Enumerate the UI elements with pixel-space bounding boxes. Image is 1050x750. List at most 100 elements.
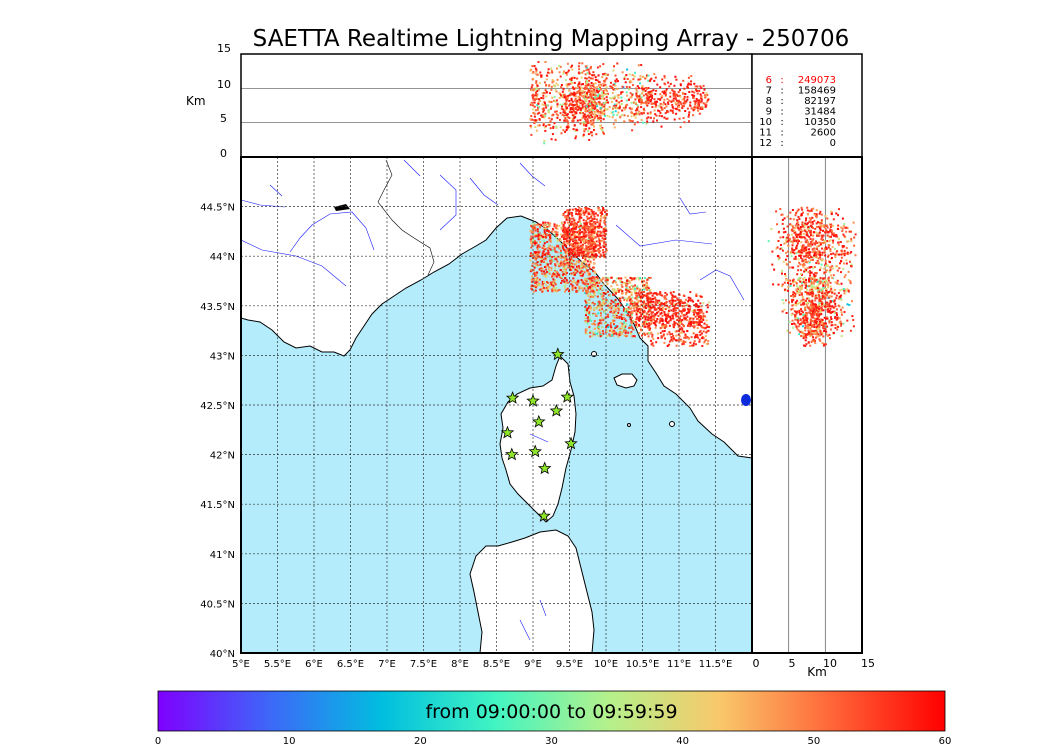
lightning-source <box>532 238 535 241</box>
longitude-label: 10.5°E <box>626 659 660 670</box>
lightning-source <box>562 72 565 75</box>
lightning-source <box>779 208 782 210</box>
lightning-source <box>563 240 566 243</box>
lightning-source <box>784 275 787 277</box>
lightning-source <box>838 253 841 256</box>
lightning-source <box>633 113 636 115</box>
lightning-source <box>532 285 535 287</box>
lightning-source <box>834 288 836 291</box>
lightning-source <box>590 243 593 246</box>
lightning-source <box>589 104 592 107</box>
lightning-source <box>637 300 640 303</box>
lightning-source <box>639 318 642 320</box>
lightning-source <box>564 244 567 246</box>
lightning-source <box>817 262 820 265</box>
lightning-source <box>662 322 664 325</box>
lightning-source <box>671 301 674 304</box>
lightning-source <box>611 321 614 323</box>
lightning-source <box>610 304 613 307</box>
lightning-source <box>585 94 588 97</box>
lightning-source <box>585 247 588 250</box>
longitude-label: 7°E <box>378 659 396 670</box>
lightning-source <box>533 122 536 125</box>
lightning-source <box>640 291 643 294</box>
lightning-source <box>572 106 575 109</box>
lightning-source <box>777 240 780 242</box>
lightning-source <box>823 241 826 244</box>
lightning-source <box>605 277 608 280</box>
lightning-source <box>827 277 830 280</box>
lightning-source <box>591 225 594 228</box>
lightning-source <box>625 85 628 88</box>
lightning-source <box>582 273 585 276</box>
lightning-source <box>790 240 793 243</box>
lightning-source <box>707 340 710 343</box>
lightning-source <box>636 96 639 99</box>
lightning-source <box>668 306 671 309</box>
lightning-source <box>629 79 632 82</box>
lightning-source <box>690 107 693 110</box>
lightning-source <box>587 105 590 107</box>
lightning-source <box>562 242 565 245</box>
lightning-source <box>809 245 812 248</box>
lightning-source <box>640 111 643 114</box>
lightning-source <box>612 293 615 296</box>
lightning-source <box>793 257 796 260</box>
lightning-source <box>834 247 837 250</box>
lightning-source <box>816 285 819 288</box>
lightning-source <box>618 315 621 318</box>
lightning-source <box>786 236 788 239</box>
lightning-source <box>815 222 818 225</box>
lightning-source <box>658 308 661 311</box>
lightning-source <box>657 310 660 313</box>
lightning-source <box>800 233 803 236</box>
lightning-source <box>617 80 619 83</box>
lightning-source <box>623 114 626 117</box>
lightning-source <box>580 253 583 256</box>
lightning-source <box>656 100 658 103</box>
lightning-source <box>547 110 550 113</box>
lightning-source <box>591 253 594 256</box>
lightning-source <box>626 279 629 282</box>
lightning-source <box>841 227 844 230</box>
lightning-source <box>617 309 620 312</box>
lightning-source <box>647 116 650 119</box>
lightning-source <box>698 89 701 92</box>
lightning-source <box>813 219 816 222</box>
lightning-source <box>572 254 575 257</box>
lightning-source <box>820 222 823 225</box>
lightning-source <box>586 80 589 83</box>
lightning-source <box>586 309 588 312</box>
lightning-source <box>571 117 574 120</box>
lightning-source <box>599 333 602 336</box>
lightning-source <box>648 319 651 322</box>
lightning-source <box>665 323 667 326</box>
lightning-source <box>789 223 792 226</box>
lightning-source <box>798 250 801 253</box>
lightning-source <box>585 98 588 101</box>
lightning-source <box>624 319 627 322</box>
lightning-source <box>817 234 820 237</box>
lightning-source <box>550 69 553 72</box>
lightning-source <box>563 93 566 96</box>
lightning-source <box>596 79 599 82</box>
lightning-source <box>806 251 809 254</box>
lightning-source <box>592 104 595 107</box>
lightning-source <box>605 315 608 318</box>
lightning-source <box>638 290 641 293</box>
lightning-source <box>591 74 594 77</box>
lightning-source <box>679 89 681 92</box>
lightning-source <box>596 66 599 69</box>
lightning-source <box>566 261 569 264</box>
lightning-source <box>693 106 696 109</box>
lightning-source <box>613 319 616 322</box>
lightning-source <box>670 338 673 341</box>
lightning-source <box>599 65 602 68</box>
lightning-source <box>700 87 703 90</box>
lightning-source <box>589 295 592 298</box>
lightning-source <box>649 303 652 306</box>
lightning-source <box>794 280 797 283</box>
lightning-source <box>591 301 594 304</box>
lightning-source <box>589 331 592 334</box>
lightning-source <box>568 221 571 223</box>
